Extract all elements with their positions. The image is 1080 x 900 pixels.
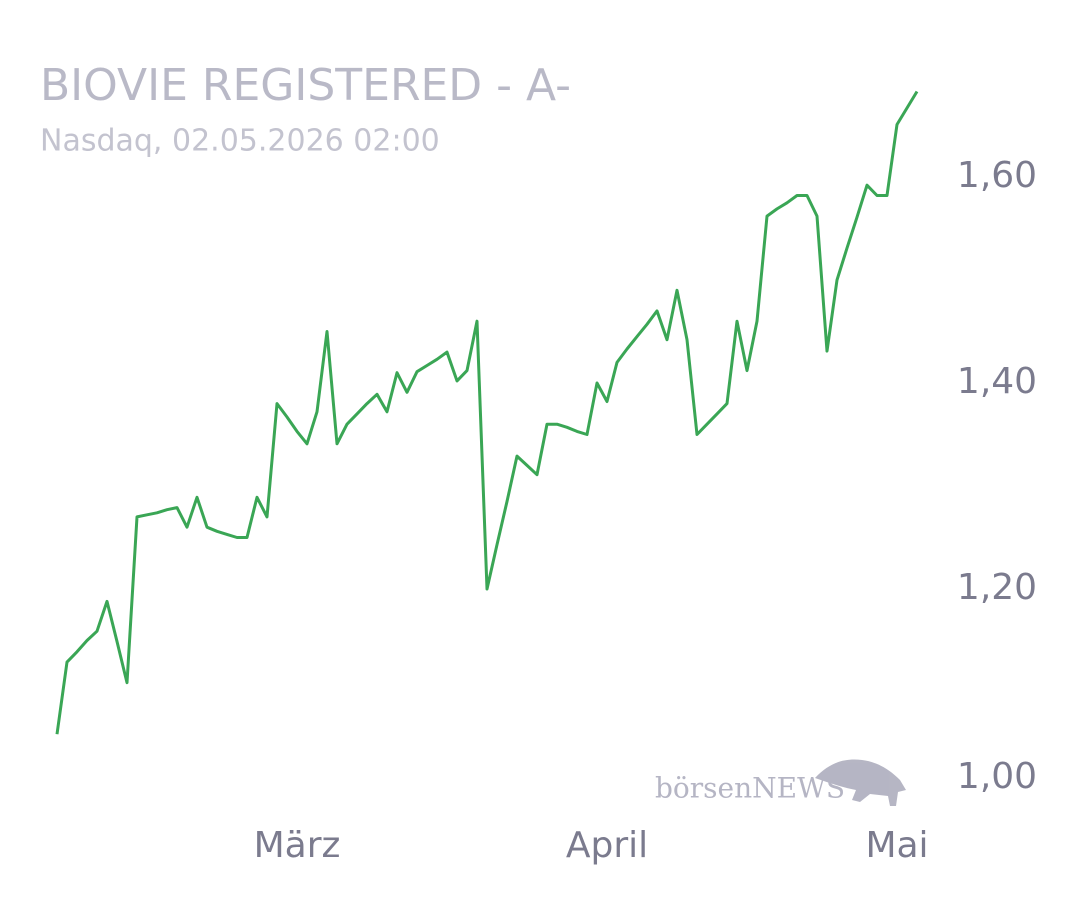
watermark-logo: börsenNEWS — [655, 759, 906, 806]
chart-subtitle: Nasdaq, 02.05.2026 02:00 — [40, 124, 440, 159]
x-tick-label: April — [566, 825, 648, 866]
y-tick-label: 1,40 — [957, 361, 1037, 402]
chart-title: BIOVIE REGISTERED - A- — [40, 60, 571, 111]
price-line — [55, 90, 919, 735]
watermark-text: börsenNEWS — [655, 772, 845, 805]
x-tick-label: Mai — [865, 825, 928, 866]
y-tick-label: 1,00 — [957, 756, 1037, 797]
x-tick-label: März — [254, 825, 341, 866]
y-tick-label: 1,60 — [957, 155, 1037, 196]
y-tick-label: 1,20 — [957, 567, 1037, 608]
bull-icon — [815, 759, 906, 806]
